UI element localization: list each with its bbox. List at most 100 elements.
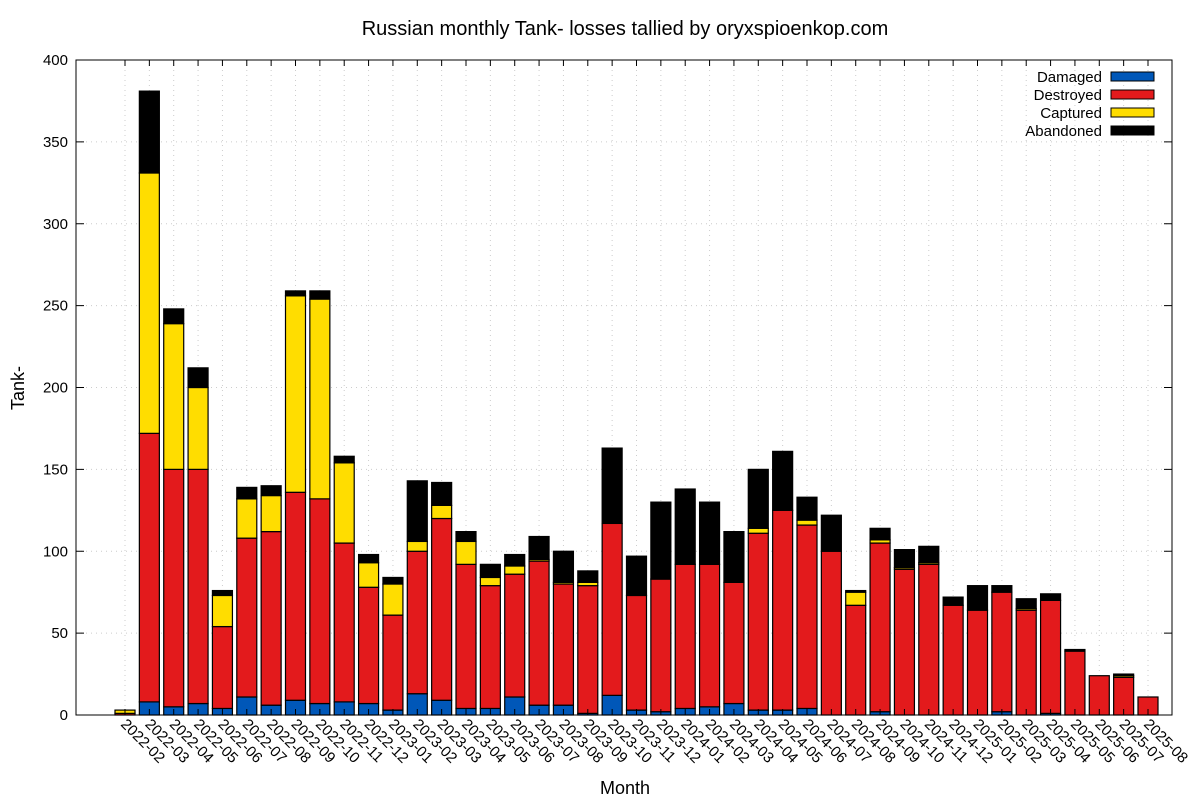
bar-destroyed-2022-07 (236, 537, 258, 698)
bar-abandoned-2024-09 (869, 527, 891, 541)
bar-abandoned-2024-04 (747, 468, 769, 529)
legend-label: Abandoned (1025, 123, 1102, 140)
bar-captured-2022-11 (333, 462, 355, 544)
bar-abandoned-2023-02 (406, 480, 428, 543)
bar-captured-2024-06 (796, 519, 818, 526)
bar-abandoned-2025-04 (1039, 593, 1062, 601)
bar-destroyed-2022-09 (284, 491, 307, 701)
legend-swatch-abandoned (1110, 125, 1155, 136)
bar-captured-2023-05 (479, 576, 501, 587)
bar-abandoned-2024-06 (796, 496, 818, 521)
bar-destroyed-2024-01 (674, 563, 696, 710)
bar-captured-2023-01 (382, 583, 404, 616)
bar-abandoned-2025-07 (1113, 673, 1135, 677)
bar-captured-2023-04 (455, 540, 477, 565)
y-tick-label: 0 (60, 707, 68, 724)
bar-captured-2022-10 (309, 298, 331, 500)
bar-destroyed-2023-07 (528, 560, 550, 706)
bar-abandoned-2022-09 (284, 290, 307, 297)
bar-destroyed-2024-09 (869, 542, 891, 713)
y-tick-label: 100 (43, 543, 68, 560)
bar-abandoned-2024-01 (674, 488, 696, 565)
bar-destroyed-2023-03 (431, 517, 453, 701)
bar-destroyed-2024-03 (723, 581, 745, 705)
bar-destroyed-2023-02 (406, 550, 428, 695)
bar-abandoned-2023-11 (625, 555, 648, 597)
bar-captured-2022-07 (236, 498, 258, 539)
bar-abandoned-2023-04 (455, 530, 477, 543)
bar-abandoned-2024-02 (698, 501, 721, 565)
bar-abandoned-2022-06 (211, 589, 234, 597)
bar-abandoned-2022-05 (187, 367, 209, 389)
bar-captured-2023-02 (406, 540, 428, 552)
bar-destroyed-2024-10 (893, 568, 916, 716)
legend-label: Destroyed (1034, 87, 1102, 104)
bar-destroyed-2022-08 (260, 530, 282, 706)
bar-destroyed-2024-02 (698, 563, 721, 708)
bar-destroyed-2022-12 (357, 586, 380, 705)
bar-abandoned-2023-12 (650, 501, 672, 580)
bar-abandoned-2023-07 (528, 535, 550, 561)
bar-destroyed-2023-05 (479, 585, 501, 710)
bar-destroyed-2022-05 (187, 468, 209, 705)
bar-destroyed-2023-12 (650, 578, 672, 713)
y-tick-label: 300 (43, 216, 68, 233)
y-tick-label: 400 (43, 52, 68, 69)
bar-abandoned-2024-10 (893, 549, 916, 569)
legend-swatch-captured (1110, 107, 1155, 118)
bar-destroyed-2023-11 (625, 594, 648, 711)
bar-abandoned-2023-08 (552, 550, 575, 583)
bar-destroyed-2024-06 (796, 524, 818, 710)
bar-captured-2022-06 (211, 594, 234, 628)
bar-abandoned-2023-06 (504, 553, 526, 567)
bar-abandoned-2025-03 (1015, 598, 1037, 610)
bar-destroyed-2024-12 (942, 604, 964, 716)
bar-abandoned-2022-12 (357, 553, 380, 564)
bar-abandoned-2023-10 (601, 447, 623, 525)
bar-destroyed-2023-01 (382, 614, 404, 711)
bar-captured-2024-08 (845, 591, 867, 606)
bar-destroyed-2024-05 (772, 509, 794, 711)
y-tick-label: 50 (51, 625, 68, 642)
legend-swatch-damaged (1110, 71, 1155, 82)
bar-captured-2022-03 (138, 172, 160, 434)
bar-destroyed-2022-03 (138, 432, 160, 703)
bar-captured-2023-03 (431, 504, 453, 520)
y-tick-label: 350 (43, 134, 68, 151)
bar-destroyed-2023-08 (552, 583, 575, 706)
bar-captured-2023-06 (504, 565, 526, 575)
bar-captured-2022-12 (357, 562, 380, 588)
bar-abandoned-2025-05 (1064, 648, 1086, 652)
bar-destroyed-2022-04 (163, 468, 185, 708)
bar-destroyed-2023-09 (577, 585, 599, 714)
bar-abandoned-2023-01 (382, 576, 404, 585)
bar-destroyed-2025-04 (1039, 599, 1062, 714)
bar-captured-2022-05 (187, 386, 209, 470)
bar-captured-2022-08 (260, 494, 282, 533)
bar-captured-2022-04 (163, 323, 185, 470)
bar-captured-2022-09 (284, 295, 307, 493)
bar-abandoned-2023-03 (431, 481, 453, 507)
bar-destroyed-2023-06 (504, 573, 526, 698)
chart-title: Russian monthly Tank- losses tallied by … (362, 18, 889, 40)
bar-abandoned-2022-10 (309, 290, 331, 300)
legend-label: Damaged (1037, 69, 1102, 86)
bar-abandoned-2022-04 (163, 308, 185, 325)
bar-destroyed-2024-04 (747, 532, 769, 711)
bar-destroyed-2024-07 (820, 550, 842, 716)
y-tick-label: 150 (43, 461, 68, 478)
bar-destroyed-2022-06 (211, 625, 234, 710)
legend-label: Captured (1040, 105, 1102, 122)
bar-abandoned-2024-05 (772, 450, 794, 511)
bar-abandoned-2025-02 (991, 585, 1013, 593)
bar-abandoned-2023-09 (577, 570, 599, 583)
bar-destroyed-2024-08 (845, 604, 867, 716)
bar-destroyed-2022-11 (333, 542, 355, 703)
bar-destroyed-2023-10 (601, 522, 623, 696)
bar-destroyed-2023-04 (455, 563, 477, 710)
y-tick-label: 250 (43, 298, 68, 315)
y-ticks: 0 50 100 150 200 250 300 350 400 (43, 52, 1172, 724)
bar-abandoned-2024-11 (918, 545, 940, 564)
